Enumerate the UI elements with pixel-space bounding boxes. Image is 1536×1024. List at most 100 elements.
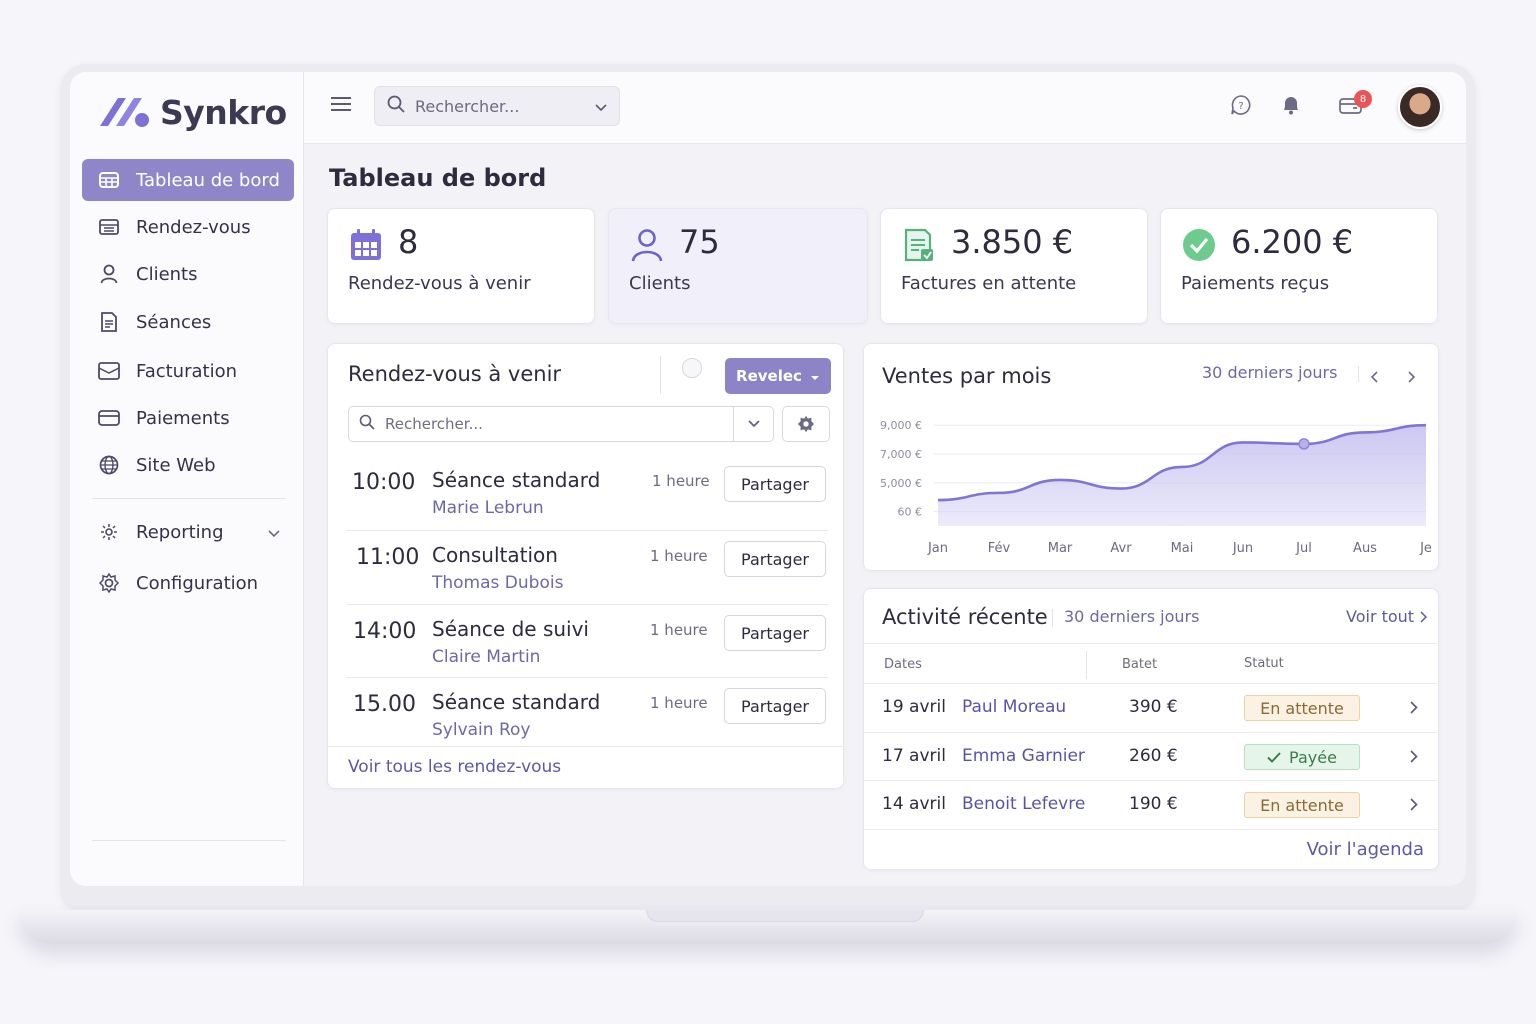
share-button[interactable]: Partager: [724, 688, 826, 724]
agenda-link[interactable]: Voir l'agenda: [1306, 839, 1424, 860]
share-button[interactable]: Partager: [724, 541, 826, 577]
sidebar-item-configuration[interactable]: Configuration: [82, 562, 294, 604]
stat-card-appointments[interactable]: 8 Rendez-vous à venir: [327, 208, 595, 324]
svg-text:?: ?: [1238, 101, 1243, 112]
activity-client[interactable]: Benoit Lefevre: [962, 794, 1086, 814]
activity-client[interactable]: Paul Moreau: [962, 697, 1067, 717]
sidebar-item-reporting[interactable]: Reporting: [82, 511, 294, 553]
user-avatar[interactable]: [1398, 85, 1442, 129]
sidebar-item-website[interactable]: Site Web: [82, 444, 294, 486]
view-all-link[interactable]: Voir tout: [1346, 607, 1428, 626]
sidebar: Synkro Tableau de bord Rendez-vous Clien…: [70, 72, 304, 886]
app-screen: Synkro Tableau de bord Rendez-vous Clien…: [70, 72, 1466, 886]
sidebar-item-label: Paiements: [136, 407, 230, 429]
column-header-status: Statut: [1244, 656, 1284, 671]
appointment-row[interactable]: 15.00 Séance standard Sylvain Roy 1 heur…: [346, 677, 828, 751]
stat-value: 6.200 €: [1231, 223, 1354, 261]
sidebar-item-dashboard[interactable]: Tableau de bord: [82, 159, 294, 201]
y-tick-label: 9,000 €: [880, 419, 922, 432]
sales-area: [938, 425, 1426, 526]
reporting-icon: [98, 521, 120, 543]
appointments-footer: Voir tous les rendez-vous: [328, 746, 843, 788]
help-chat-icon[interactable]: ?: [1230, 94, 1252, 120]
chevron-right-icon[interactable]: [1410, 701, 1418, 714]
stat-label: Clients: [629, 273, 691, 294]
settings-button[interactable]: [782, 406, 830, 442]
bell-icon[interactable]: [1280, 94, 1302, 120]
document-icon: [98, 311, 120, 333]
appointment-name: Séance de suivi: [432, 617, 589, 641]
share-button[interactable]: Partager: [724, 615, 826, 651]
search-input[interactable]: Rechercher...: [374, 86, 620, 126]
sales-title: Ventes par mois: [882, 364, 1052, 388]
header-divider: [864, 643, 1440, 644]
appointment-duration: 1 heure: [650, 621, 708, 639]
reveal-button[interactable]: Reveleᴄ: [725, 358, 831, 394]
search-placeholder: Rechercher...: [385, 415, 483, 433]
x-tick-label: Je: [1419, 541, 1432, 556]
chevron-right-icon[interactable]: [1408, 368, 1416, 387]
appointment-client: Claire Martin: [432, 647, 541, 667]
sidebar-item-appointments[interactable]: Rendez-vous: [82, 206, 294, 248]
status-badge: En attente: [1244, 695, 1360, 721]
sales-chart: 9,000 € 7,000 € 5,000 € 60 € Jan Fév Mar Avr Mai…: [880, 419, 1432, 556]
sidebar-item-label: Reporting: [136, 521, 224, 543]
calendar-grid-icon: [351, 229, 381, 260]
status-badge: Payée: [1244, 744, 1360, 770]
activity-row[interactable]: 14 avril Benoit Lefevre 190 € En attente: [864, 780, 1440, 828]
activity-row[interactable]: 19 avril Paul Moreau 390 € En attente: [864, 683, 1440, 731]
sidebar-item-clients[interactable]: Clients: [82, 253, 294, 295]
appointments-search-input[interactable]: Rechercher...: [348, 406, 774, 442]
sidebar-item-label: Clients: [136, 263, 198, 285]
gear-icon: [797, 415, 815, 433]
laptop-base: [18, 910, 1518, 944]
search-icon: [387, 95, 405, 117]
activity-amount: 190 €: [1129, 794, 1178, 814]
activity-date: 14 avril: [882, 794, 946, 814]
dashboard-icon: [98, 169, 120, 191]
brand-logo[interactable]: Synkro: [96, 92, 287, 132]
share-button[interactable]: Partager: [724, 466, 826, 502]
status-label: En attente: [1260, 795, 1344, 815]
sidebar-item-billing[interactable]: Facturation: [82, 350, 294, 392]
chevron-left-icon[interactable]: [1370, 368, 1378, 387]
sidebar-item-payments[interactable]: Paiements: [82, 397, 294, 439]
header-divider: [660, 356, 661, 394]
check-icon: [1267, 751, 1281, 763]
appointment-row[interactable]: 14:00 Séance de suivi Claire Martin 1 he…: [346, 604, 828, 678]
appointment-client: Sylvain Roy: [432, 720, 531, 740]
appointments-card: Rendez-vous à venir Reveleᴄ Rechercher..…: [327, 343, 844, 789]
sidebar-item-label: Configuration: [136, 572, 259, 594]
stat-card-payments[interactable]: 6.200 € Paiements reçus: [1160, 208, 1438, 324]
y-tick-label: 5,000 €: [880, 477, 922, 490]
appointment-name: Consultation: [432, 543, 558, 567]
x-tick-label: Jan: [927, 541, 948, 556]
stat-card-pending-invoices[interactable]: 3.850 € Factures en attente: [880, 208, 1148, 324]
appointment-duration: 1 heure: [652, 472, 710, 490]
sidebar-item-label: Rendez-vous: [136, 216, 251, 238]
sidebar-item-sessions[interactable]: Séances: [82, 301, 294, 343]
appointment-time: 14:00: [353, 619, 417, 644]
toggle-radio[interactable]: [682, 358, 702, 378]
activity-client[interactable]: Emma Garnier: [962, 746, 1085, 766]
appointment-row[interactable]: 10:00 Séance standard Marie Lebrun 1 heu…: [346, 456, 828, 530]
chevron-right-icon[interactable]: [1410, 798, 1418, 811]
activity-range[interactable]: 30 derniers jours: [1064, 607, 1200, 626]
appointment-row[interactable]: 11:00 Consultation Thomas Dubois 1 heure…: [346, 530, 828, 604]
stat-card-clients[interactable]: 75 Clients: [608, 208, 868, 324]
footer-divider: [864, 829, 1440, 830]
x-tick-label: Mai: [1171, 541, 1194, 556]
appointment-name: Séance standard: [432, 690, 601, 714]
column-divider: [1086, 651, 1087, 679]
menu-icon[interactable]: [330, 96, 352, 116]
activity-row[interactable]: 17 avril Emma Garnier 260 € Payée: [864, 732, 1440, 780]
range-selector[interactable]: 30 derniers jours: [1202, 363, 1338, 382]
chevron-right-icon[interactable]: [1410, 750, 1418, 763]
search-dropdown-toggle[interactable]: [733, 407, 773, 441]
sidebar-divider: [92, 498, 286, 499]
sidebar-item-label: Facturation: [136, 360, 238, 382]
appointments-title: Rendez-vous à venir: [348, 362, 562, 386]
view-all-appointments-link[interactable]: Voir tous les rendez-vous: [348, 757, 562, 777]
appointment-time: 15.00: [353, 692, 416, 717]
column-header-dates: Dates: [884, 657, 922, 672]
